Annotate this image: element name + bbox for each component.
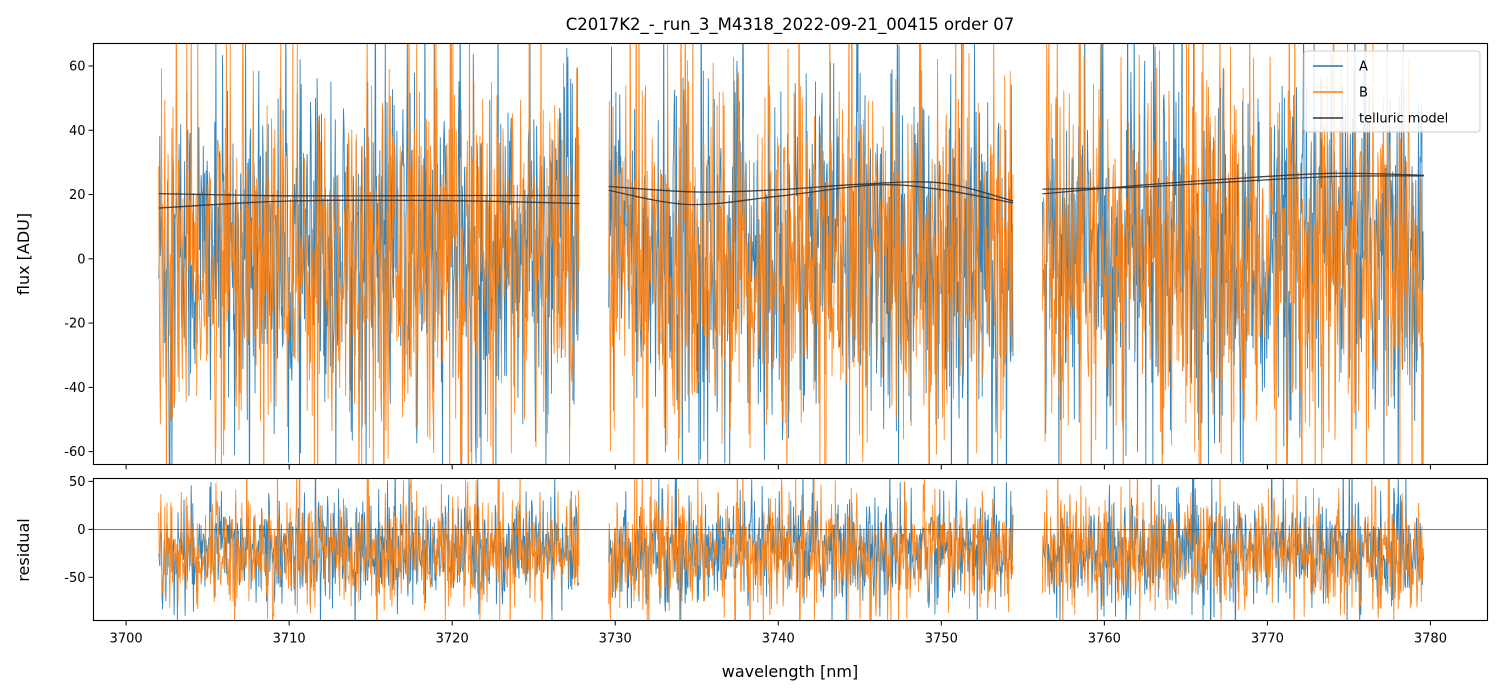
legend-label-a: A <box>1359 60 1368 75</box>
telluric-model-line <box>158 199 580 209</box>
xtick-label: 3740 <box>762 632 795 647</box>
xtick-label: 3760 <box>1088 632 1121 647</box>
flux-ytick-label: 60 <box>69 59 86 74</box>
residual-ytick-label: -50 <box>64 571 85 586</box>
legend: A B telluric model <box>1303 50 1481 133</box>
flux-ytick-label: 40 <box>69 124 86 139</box>
xtick-label: 3750 <box>925 632 958 647</box>
legend-label-b: B <box>1359 86 1368 101</box>
flux-ytick-label: -60 <box>64 445 85 460</box>
telluric-model-line <box>158 192 580 197</box>
residual-plot-frame <box>92 477 1489 622</box>
xtick-label: 3780 <box>1414 632 1447 647</box>
xtick-label: 3710 <box>273 632 306 647</box>
residual-ytick-label: 50 <box>69 475 86 490</box>
flux-panel: 60 40 20 0 -20 -40 -60 flux [ADU] A B telluric… <box>14 42 1489 466</box>
chart-title: C2017K2_-_run_3_M4318_2022-09-21_00415 o… <box>566 15 1015 35</box>
flux-ytick-label: 0 <box>77 252 85 267</box>
residual-axis-label: residual <box>14 518 33 581</box>
flux-ytick-label: -20 <box>64 317 85 332</box>
residual-ytick-label: 0 <box>77 523 85 538</box>
flux-plot-frame <box>92 42 1489 466</box>
legend-box <box>1303 50 1481 133</box>
residual-panel: 50 0 -50 residual <box>14 475 1489 622</box>
flux-series-b <box>158 43 1424 465</box>
x-axis-label: wavelength [nm] <box>722 662 859 681</box>
xtick-label: 3730 <box>599 632 632 647</box>
residual-series-b <box>158 478 1424 621</box>
telluric-model-line <box>1042 172 1424 195</box>
telluric-model-line <box>608 181 1014 202</box>
xtick-label: 3720 <box>436 632 469 647</box>
flux-axis-label: flux [ADU] <box>14 213 33 295</box>
xtick-label: 3700 <box>110 632 143 647</box>
telluric-model-line <box>608 184 1014 206</box>
flux-ytick-label: -40 <box>64 381 85 396</box>
flux-ytick-label: 20 <box>69 188 86 203</box>
xtick-label: 3770 <box>1251 632 1284 647</box>
legend-label-telluric: telluric model <box>1359 112 1448 127</box>
